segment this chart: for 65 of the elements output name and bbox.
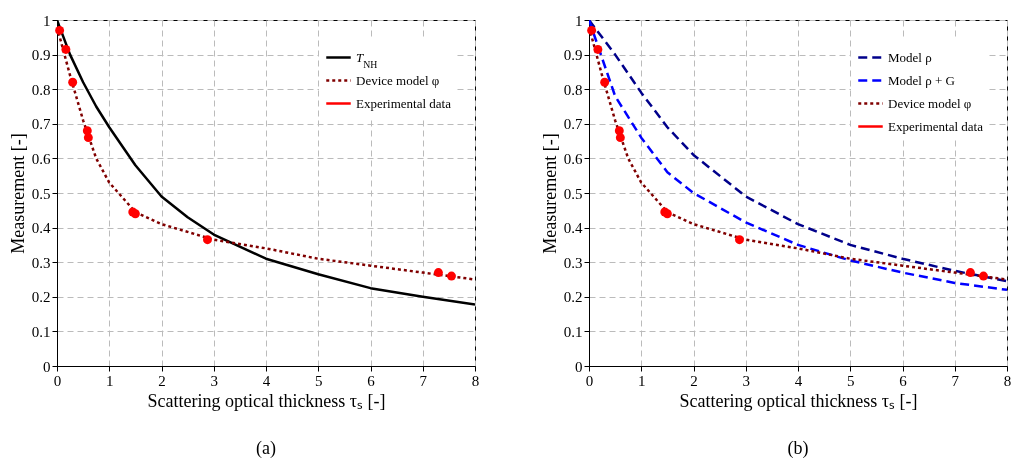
point [600,77,610,87]
point [433,268,443,278]
y-tick-label: 0.9 [31,47,51,64]
legend-label: T$_{NH}$ [356,49,378,69]
y-tick-label: 0 [43,358,51,375]
legend-label: Model ρ + G [888,72,955,88]
x-tick-label: 1 [638,372,646,389]
x-tick-label: 6 [367,372,376,389]
point [61,44,71,54]
x-tick-label: 8 [1003,372,1012,389]
point [447,271,456,281]
x-tick-label: 3 [742,372,750,389]
y-tick-label: 0.3 [563,254,583,271]
x-tick-label: 2 [690,372,698,389]
y-tick-label: 0.6 [31,150,51,167]
legend-label: Device model φ [356,72,440,88]
x-tick-label: 4 [262,372,271,389]
y-tick-label: 0.8 [31,81,51,98]
x-axis-title: Scattering optical thickness τₛ [-] [679,390,918,411]
x-tick-label: 2 [158,372,166,389]
y-tick-label: 0.5 [31,185,51,202]
y-axis-title: Measurement [-] [539,133,560,254]
point [735,235,744,245]
y-tick-label: 0.7 [31,116,51,133]
y-tick-label: 0.6 [563,150,583,167]
point [593,44,603,54]
text: (a) [256,438,276,459]
x-tick-label: 5 [315,372,323,389]
point [203,235,212,245]
y-tick-label: 0.4 [31,220,51,237]
point [587,25,597,35]
x-tick-label: 1 [106,372,114,389]
y-axis-title: Measurement [-] [7,133,28,254]
point [55,25,65,35]
legend-label: Experimental data [888,118,984,134]
y-tick-label: 1 [43,12,51,29]
legend-label: Model ρ [888,49,932,65]
y-tick-label: 1 [575,12,583,29]
y-tick-label: 0.5 [563,185,583,202]
y-tick-label: 0.2 [31,289,51,306]
y-tick-label: 0 [575,358,583,375]
y-tick-label: 0.2 [563,289,583,306]
y-tick-label: 0.4 [563,220,583,237]
y-tick-label: 0.9 [563,47,583,64]
x-tick-label: 7 [419,372,428,389]
legend-label: Device model φ [888,95,972,111]
point [68,77,78,87]
y-tick-label: 0.8 [563,81,583,98]
x-tick-label: 7 [951,372,960,389]
y-tick-label: 0.1 [31,323,51,340]
legend-label: Experimental data [356,95,452,111]
point [615,133,625,143]
point [83,133,93,143]
x-axis-title: Scattering optical thickness τₛ [-] [147,390,386,411]
y-tick-label: 0.7 [563,116,583,133]
text: (b) [787,438,809,459]
y-tick-label: 0.1 [563,323,583,340]
x-tick-label: 8 [471,372,480,389]
x-tick-label: 5 [847,372,855,389]
point [965,268,975,278]
y-tick-label: 0.3 [31,254,51,271]
x-tick-label: 4 [794,372,803,389]
point [979,271,988,281]
x-tick-label: 6 [899,372,908,389]
x-tick-label: 3 [210,372,218,389]
